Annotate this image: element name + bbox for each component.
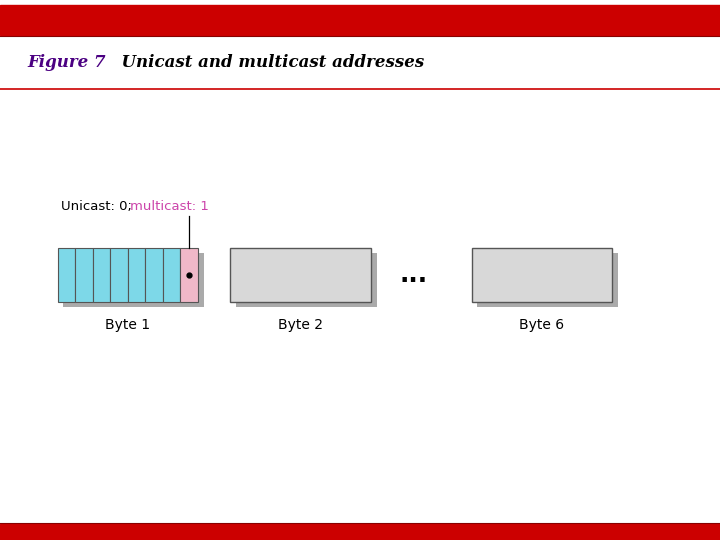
Text: Byte 6: Byte 6 <box>519 318 564 332</box>
Bar <box>145 248 163 302</box>
Bar <box>93 248 110 302</box>
Bar <box>58 248 75 302</box>
Bar <box>181 248 198 302</box>
Bar <box>230 248 371 302</box>
Bar <box>163 248 181 302</box>
Bar <box>0 5 720 35</box>
Bar <box>110 248 128 302</box>
Bar <box>75 248 93 302</box>
Bar <box>236 253 377 307</box>
Bar <box>0 524 720 540</box>
Text: ...: ... <box>400 264 428 287</box>
Text: Figure 7: Figure 7 <box>27 53 106 71</box>
Bar <box>128 248 145 302</box>
Text: multicast: 1: multicast: 1 <box>130 200 209 213</box>
Text: Unicast and multicast addresses: Unicast and multicast addresses <box>110 53 424 71</box>
Bar <box>477 253 618 307</box>
Text: Byte 1: Byte 1 <box>105 318 150 332</box>
Bar <box>63 253 204 307</box>
Text: Byte 2: Byte 2 <box>278 318 323 332</box>
Text: Unicast: 0;: Unicast: 0; <box>61 200 136 213</box>
Bar <box>472 248 612 302</box>
